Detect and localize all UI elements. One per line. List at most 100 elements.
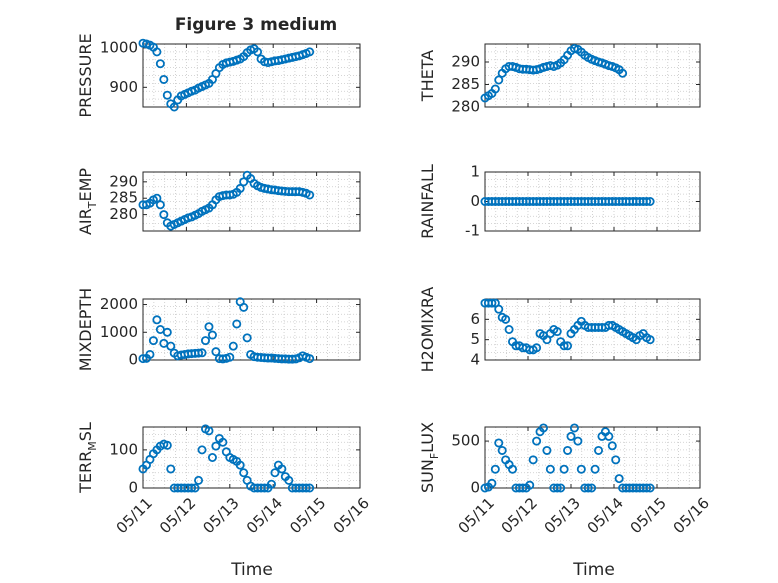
data-point [642,196,652,206]
x-tick-label: 05/15 [627,494,670,537]
data-point [211,441,221,451]
data-point [490,464,500,474]
data-point [260,483,270,493]
data-point [532,343,542,353]
subplot-theta: 280 285 290 THETA [418,43,701,116]
y-tick-label: 1 [470,163,480,181]
data-point [162,90,172,100]
x-tick-label: 05/11 [455,494,498,537]
data-point [232,319,242,329]
axes-box [484,43,701,108]
data-point [305,47,315,57]
data-point [159,74,169,84]
y-axis-label: H2OMIXRA [418,287,437,373]
data-point [138,354,148,364]
subplot-sun_flux: 05/11 05/12 05/13 05/14 05/15 05/16 0 500 SUNFLU… [418,422,713,537]
subplot-rainfall: -1 0 1 RAINFALL [418,163,701,240]
data-point [559,341,569,351]
axes-box [142,426,361,489]
y-tick-label: 285 [109,189,138,207]
data-point [145,349,155,359]
data-point [545,464,555,474]
data-point [566,431,576,441]
data-point [642,483,652,493]
data-point [583,483,593,493]
subplot-mixdepth: 0 1000 2000 MIXDEPTH [76,288,361,371]
data-point [490,84,500,94]
data-point [207,452,217,462]
y-tick-label: 100 [109,440,138,458]
y-tick-label: 2000 [100,295,138,313]
data-point [197,445,207,455]
data-point [587,483,597,493]
data-point [542,445,552,455]
data-point [494,438,504,448]
x-axis-label-right: Time [572,560,615,580]
y-axis-label: THETA [418,50,437,102]
y-tick-label: -1 [465,222,480,240]
data-point [152,315,162,325]
data-point [607,441,617,451]
y-axis-label: AIRTEMP [76,168,99,235]
data-point [235,460,245,470]
data-point [155,59,165,69]
data-point [538,423,548,433]
data-point [552,483,562,493]
data-point [194,348,204,358]
data-point [305,483,315,493]
data-point [573,436,583,446]
data-point [563,445,573,455]
y-tick-label: 280 [109,205,138,223]
data-point [576,464,586,474]
y-axis-label: SUNFLUX [418,422,441,493]
data-point [242,333,252,343]
x-tick-label: 05/14 [243,494,286,537]
y-tick-label: 0 [470,192,480,210]
y-tick-label: 290 [109,172,138,190]
y-tick-label: 0 [128,351,138,369]
data-point [152,47,162,57]
data-point [504,324,514,334]
data-point [187,483,197,493]
data-point [228,341,238,351]
data-point [239,302,249,312]
data-point [166,464,176,474]
x-tick-label: 05/11 [113,494,156,537]
data-point [190,483,200,493]
data-point [645,483,655,493]
data-point [194,475,204,485]
data-point [525,480,535,490]
data-point [218,437,228,447]
data-point [162,440,172,450]
data-point [284,475,294,485]
y-tick-label: 1000 [100,38,138,56]
x-tick-label: 05/13 [199,494,242,537]
x-axis-label-left: Time [230,560,273,580]
data-point [590,464,600,474]
axes-box [484,298,701,361]
data-point [239,468,249,478]
y-axis-label: RAINFALL [418,164,437,239]
data-point [148,336,158,346]
data-point [225,352,235,362]
x-tick-label: 05/13 [541,494,584,537]
data-point [508,464,518,474]
subplot-pressure: 900 1000 PRESSURE [76,33,361,118]
y-tick-label: 290 [451,53,480,71]
x-tick-label: 05/16 [330,494,373,537]
data-point [594,445,604,455]
data-point [235,183,245,193]
y-tick-label: 6 [470,310,480,328]
data-point [569,423,579,433]
data-point [207,330,217,340]
y-tick-label: 280 [451,98,480,116]
x-tick-label: 05/14 [584,494,627,537]
x-tick-label: 05/16 [670,494,713,537]
data-point [645,335,655,345]
data-point [501,314,511,324]
y-tick-label: 0 [128,479,138,497]
data-point [239,177,249,187]
y-axis-label: PRESSURE [76,33,95,117]
